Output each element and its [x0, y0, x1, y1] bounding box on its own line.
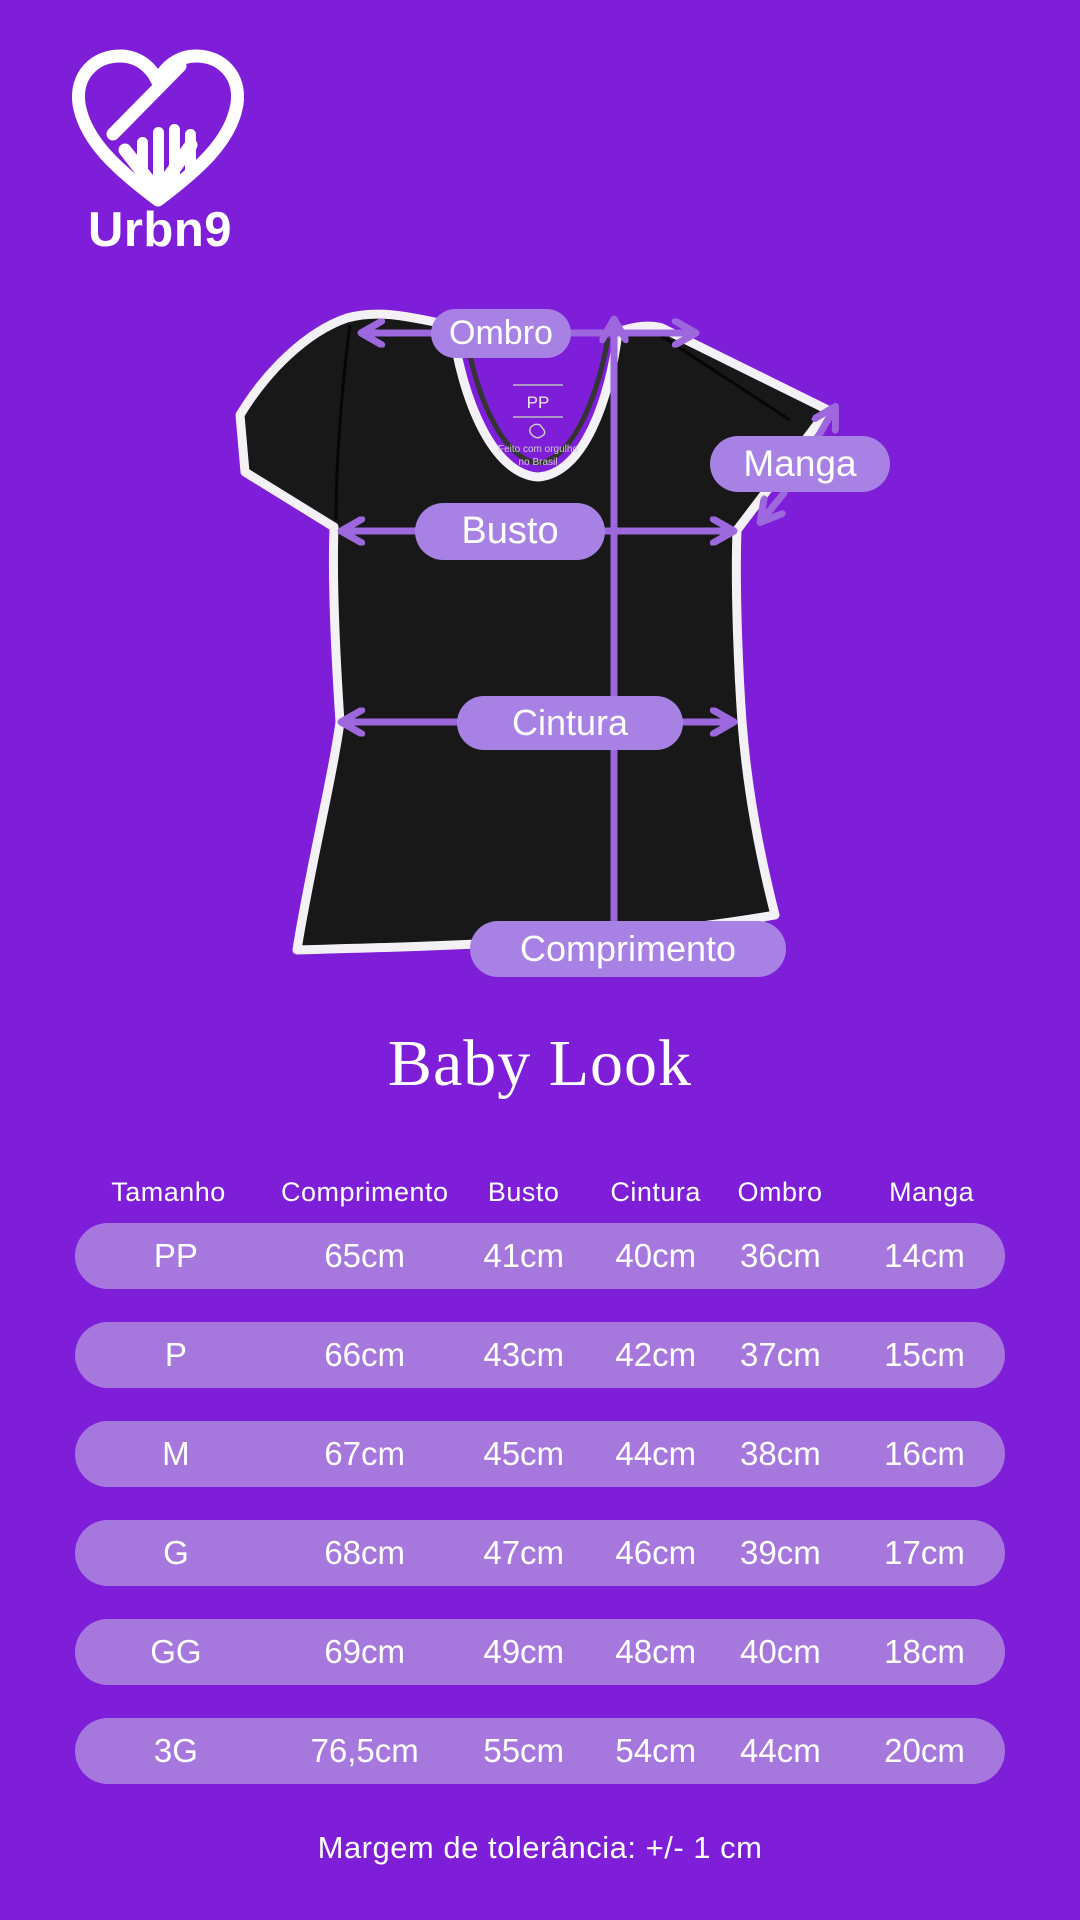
- hand-fingers-icon: [137, 124, 196, 186]
- shirt-measurement-diagram: PP Feito com orgulho no Brasil: [235, 309, 870, 955]
- cell-comprimento: 68cm: [324, 1534, 406, 1571]
- cell-manga: 15cm: [884, 1336, 965, 1373]
- manga-arrow-down: [762, 489, 788, 520]
- brazil-map-icon: [529, 423, 546, 439]
- cell-cintura: 54cm: [615, 1732, 697, 1769]
- label-comprimento-text: Comprimento: [519, 928, 737, 969]
- care-tag: PP Feito com orgulho no Brasil: [498, 384, 578, 468]
- cell-tamanho: 3G: [153, 1732, 198, 1769]
- brand-name: Urbn9: [87, 203, 233, 257]
- cell-tamanho: GG: [150, 1633, 202, 1670]
- cell-tamanho: PP: [153, 1237, 198, 1274]
- tag-size: PP: [527, 393, 550, 412]
- header-manga: Manga: [889, 1176, 975, 1207]
- cell-ombro: 40cm: [740, 1633, 821, 1670]
- cell-manga: 17cm: [884, 1534, 965, 1571]
- cell-comprimento: 69cm: [324, 1633, 406, 1670]
- header-tamanho: Tamanho: [111, 1176, 226, 1207]
- label-ombro: Ombro: [431, 309, 571, 358]
- page-title: Baby Look: [387, 1027, 693, 1100]
- label-manga-text: Manga: [743, 443, 857, 484]
- cell-cintura: 42cm: [615, 1336, 697, 1373]
- cell-ombro: 38cm: [740, 1435, 821, 1472]
- cell-busto: 47cm: [483, 1534, 565, 1571]
- table-row: 3G 76,5cm 55cm 54cm 44cm 20cm: [75, 1718, 1005, 1784]
- cell-busto: 45cm: [483, 1435, 565, 1472]
- shirt-collar: [463, 334, 611, 466]
- cell-comprimento: 67cm: [324, 1435, 406, 1472]
- shirt-seam-right: [659, 333, 791, 422]
- header-cintura: Cintura: [610, 1176, 701, 1207]
- table-row: M 67cm 45cm 44cm 38cm 16cm: [75, 1421, 1005, 1487]
- table-row: GG 69cm 49cm 48cm 40cm 18cm: [75, 1619, 1005, 1685]
- cell-busto: 41cm: [483, 1237, 565, 1274]
- size-table-rows: PP 65cm 41cm 40cm 36cm 14cm P 66cm 43cm …: [75, 1223, 1005, 1817]
- tag-origin-line2: no Brasil: [519, 457, 558, 468]
- heart-fold-line: [106, 59, 187, 141]
- cell-busto: 49cm: [483, 1633, 565, 1670]
- table-row: G 68cm 47cm 46cm 39cm 17cm: [75, 1520, 1005, 1586]
- cell-cintura: 46cm: [615, 1534, 697, 1571]
- cell-ombro: 44cm: [740, 1732, 821, 1769]
- cell-busto: 55cm: [483, 1732, 565, 1769]
- cell-manga: 14cm: [884, 1237, 965, 1274]
- label-cintura-text: Cintura: [511, 702, 629, 743]
- shirt-graphic: [235, 309, 833, 955]
- table-row: PP 65cm 41cm 40cm 36cm 14cm: [75, 1223, 1005, 1289]
- shirt-seam-left: [334, 324, 352, 521]
- cell-comprimento: 76,5cm: [310, 1732, 419, 1769]
- header-busto: Busto: [487, 1176, 560, 1207]
- logo-heart-hand-icon: [72, 49, 244, 207]
- cell-ombro: 39cm: [740, 1534, 821, 1571]
- tag-origin-line1: Feito com orgulho: [498, 444, 578, 455]
- cell-cintura: 44cm: [615, 1435, 697, 1472]
- cell-manga: 16cm: [884, 1435, 965, 1472]
- label-comprimento: Comprimento: [470, 921, 786, 977]
- label-ombro-text: Ombro: [449, 314, 553, 352]
- cell-tamanho: G: [163, 1534, 189, 1571]
- header-comprimento: Comprimento: [281, 1176, 449, 1207]
- tolerance-note: Margem de tolerância: +/- 1 cm: [317, 1830, 763, 1865]
- brand-logo: Urbn9: [40, 30, 280, 270]
- cell-ombro: 36cm: [740, 1237, 821, 1274]
- cell-busto: 43cm: [483, 1336, 565, 1373]
- cell-cintura: 40cm: [615, 1237, 697, 1274]
- table-row: P 66cm 43cm 42cm 37cm 15cm: [75, 1322, 1005, 1388]
- cell-manga: 20cm: [884, 1732, 965, 1769]
- cell-ombro: 37cm: [740, 1336, 821, 1373]
- cell-manga: 18cm: [884, 1633, 965, 1670]
- cell-cintura: 48cm: [615, 1633, 697, 1670]
- cell-comprimento: 65cm: [324, 1237, 406, 1274]
- label-cintura: Cintura: [457, 696, 683, 750]
- header-ombro: Ombro: [737, 1176, 823, 1207]
- cell-comprimento: 66cm: [324, 1336, 406, 1373]
- label-busto: Busto: [415, 503, 605, 560]
- label-busto-text: Busto: [461, 510, 559, 552]
- cell-tamanho: M: [162, 1435, 190, 1472]
- cell-tamanho: P: [164, 1336, 187, 1373]
- size-table-header: Tamanho Comprimento Busto Cintura Ombro …: [60, 1172, 1020, 1212]
- label-manga: Manga: [710, 436, 890, 492]
